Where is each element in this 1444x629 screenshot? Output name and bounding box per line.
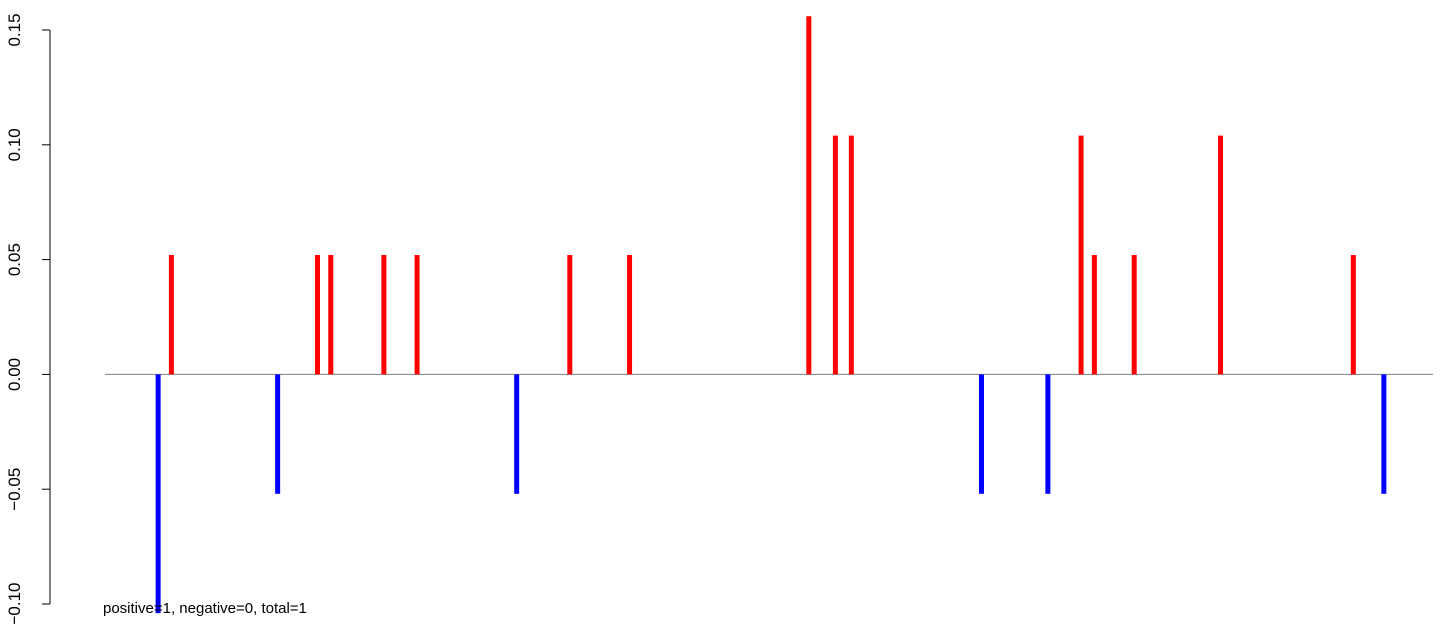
positive-bar: [832, 135, 838, 375]
positive-bar: [806, 16, 812, 375]
positive-bar: [1350, 255, 1356, 375]
negative-bar: [978, 374, 984, 494]
positive-bar: [1078, 135, 1084, 375]
negative-bar: [1045, 374, 1051, 494]
y-tick-label: 0.00: [5, 358, 24, 391]
summary-annotation: positive=1, negative=0, total=1: [103, 600, 307, 617]
y-axis: −0.10 −0.05 0.00 0.05 0.10 0.15: [5, 13, 51, 626]
y-tick-label: −0.10: [5, 582, 24, 624]
positive-bar: [168, 255, 174, 375]
y-tick-label: 0.15: [5, 13, 24, 46]
positive-bar: [414, 255, 420, 375]
bars: [155, 16, 1387, 614]
negative-bar: [514, 374, 520, 494]
y-tick-label: 0.05: [5, 243, 24, 276]
positive-bar: [567, 255, 573, 375]
negative-bar: [1381, 374, 1387, 494]
y-tick-label: −0.05: [5, 468, 24, 511]
positive-bar: [1091, 255, 1097, 375]
positive-bar: [627, 255, 633, 375]
negative-bar: [275, 374, 281, 494]
positive-bar: [1218, 135, 1224, 375]
positive-bar: [381, 255, 387, 375]
positive-bar: [314, 255, 320, 375]
positive-bar: [848, 135, 854, 375]
negative-bar: [155, 374, 161, 614]
positive-bar: [1131, 255, 1137, 375]
y-tick-label: 0.10: [5, 128, 24, 161]
positive-bar: [328, 255, 334, 375]
